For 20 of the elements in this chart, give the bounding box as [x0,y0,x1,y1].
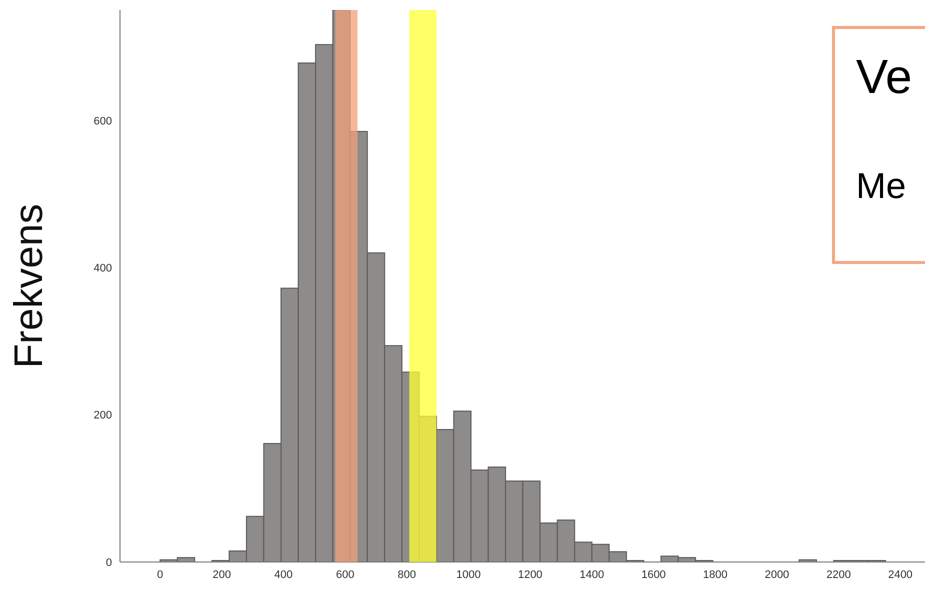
x-tick-label: 1000 [456,568,481,581]
y-tick-label: 600 [94,115,112,128]
y-tick-label: 0 [106,556,112,569]
x-tick-label: 1600 [641,568,666,581]
x-tick-label: 2000 [764,568,790,581]
x-tick-label: 600 [336,568,354,581]
x-tick-label: 1400 [580,568,604,581]
annotation: Me [856,165,906,206]
x-tick-label: 1800 [703,568,728,581]
annotation: Ve [856,51,912,105]
x-tick-label: 1200 [518,568,542,581]
y-tick-label: 400 [94,262,112,275]
x-tick-label: 2200 [826,568,851,581]
x-tick-label: 200 [212,568,231,581]
x-tick-label: 2400 [888,568,913,581]
y-tick-label: 200 [94,410,112,422]
x-tick-label: 400 [274,568,293,581]
x-tick-label: 0 [157,568,164,581]
x-tick-label: 800 [398,568,416,581]
y-axis-title: Frekvens [7,204,52,368]
